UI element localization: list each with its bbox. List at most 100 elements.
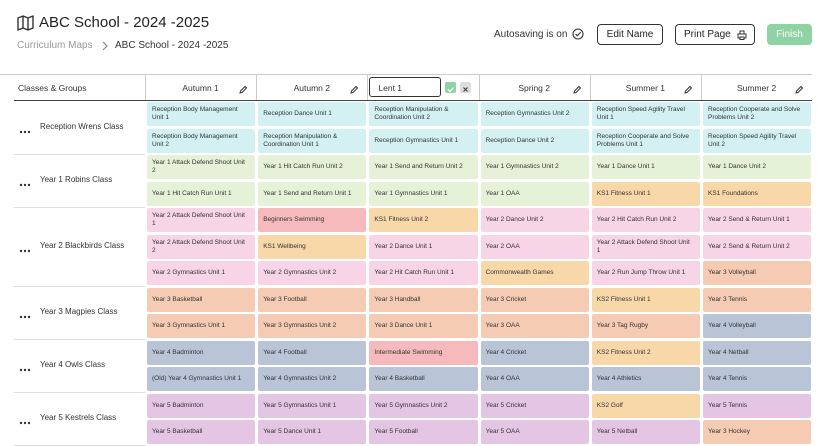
unit-cell[interactable]: Commonwealth Games: [480, 261, 589, 285]
edit-column-button[interactable]: [349, 82, 359, 94]
unit-cell[interactable]: Year 1 Gymnastics Unit 1: [369, 181, 478, 206]
unit-cell[interactable]: Year 2 Attack Defend Shoot Unit 2: [147, 234, 256, 259]
unit-cell[interactable]: Year 1 Attack Defend Shoot Unit 2: [147, 155, 256, 179]
unit-cell[interactable]: Year 5 Tennis: [703, 393, 812, 418]
unit-cell[interactable]: Reception Speed Agility Travel Unit 2: [703, 128, 812, 153]
unit-cell[interactable]: Reception Gymnastics Unit 2: [480, 102, 589, 126]
unit-cell[interactable]: KS1 Foundations: [703, 181, 812, 206]
unit-cell[interactable]: Year 1 Dance Unit 2: [703, 155, 812, 179]
unit-cell[interactable]: Year 4 Cricket: [480, 340, 589, 365]
unit-cell[interactable]: KS1 Wellbeing: [258, 234, 367, 259]
unit-cell[interactable]: Year 2 OAA: [480, 234, 589, 259]
unit-cell[interactable]: Year 3 Gymnastics Unit 2: [258, 314, 367, 338]
unit-cell[interactable]: Year 2 Run Jump Throw Unit 1: [591, 261, 700, 285]
unit-cell[interactable]: Year 5 Dance Unit 1: [258, 420, 367, 444]
class-menu-button[interactable]: [19, 176, 31, 186]
unit-cell[interactable]: Year 2 Attack Defend Shoot Unit 1: [591, 234, 700, 259]
unit-cell[interactable]: Year 5 Football: [369, 420, 478, 444]
unit-cell[interactable]: Year 4 Gymnastics Unit 2: [258, 367, 367, 391]
class-menu-button[interactable]: [19, 123, 31, 133]
unit-cell[interactable]: KS2 Golf: [591, 393, 700, 418]
column-name-input[interactable]: Lent 1: [369, 77, 442, 97]
unit-cell[interactable]: Year 2 Hit Catch Run Unit 2: [591, 208, 700, 232]
edit-column-button[interactable]: [238, 82, 248, 94]
unit-name: Year 3 Tag Rugby: [596, 322, 649, 329]
unit-cell[interactable]: Year 4 Tennis: [703, 367, 812, 391]
print-page-button[interactable]: Print Page: [675, 24, 755, 45]
class-menu-button[interactable]: [19, 308, 31, 319]
unit-cell[interactable]: Year 1 Send and Return Unit 1: [258, 181, 367, 206]
unit-name: Year 2 Gymnastics Unit 1: [152, 269, 226, 276]
cancel-button[interactable]: [460, 82, 472, 93]
unit-cell[interactable]: Intermediate Swimming: [369, 340, 478, 365]
unit-cell[interactable]: Year 1 Dance Unit 1: [591, 155, 700, 179]
class-menu-button[interactable]: [19, 242, 31, 252]
edit-column-button[interactable]: [794, 82, 804, 94]
unit-cell[interactable]: Year 4 Football: [258, 340, 367, 365]
unit-cell[interactable]: Year 2 Gymnastics Unit 1: [147, 261, 256, 285]
unit-cell[interactable]: Year 1 OAA: [480, 181, 589, 206]
unit-cell[interactable]: Year 4 Volleyball: [703, 314, 812, 338]
unit-cell[interactable]: KS2 Fitness Unit 1: [591, 287, 700, 312]
unit-cell[interactable]: Year 3 Gymnastics Unit 1: [147, 314, 256, 338]
unit-cell[interactable]: Year 3 Tennis: [703, 287, 812, 312]
unit-cell[interactable]: KS2 Fitness Unit 2: [591, 340, 700, 365]
unit-cell[interactable]: Reception Dance Unit 1: [258, 102, 367, 126]
column-divider: [701, 75, 702, 100]
unit-cell[interactable]: Year 3 Basketball: [147, 287, 256, 312]
unit-cell[interactable]: Reception Body Management Unit 2: [147, 128, 256, 153]
unit-cell[interactable]: Year 2 Dance Unit 2: [480, 208, 589, 232]
unit-cell[interactable]: Reception Manipulation & Coordination Un…: [258, 128, 367, 153]
unit-cell[interactable]: Year 5 OAA: [480, 420, 589, 444]
unit-cell[interactable]: Year 4 Athletics: [591, 367, 700, 391]
unit-cell[interactable]: Year 3 Handball: [369, 287, 478, 312]
unit-cell[interactable]: Year 1 Gymnastics Unit 2: [480, 155, 589, 179]
unit-cell[interactable]: Year 2 Attack Defend Shoot Unit 1: [147, 208, 256, 232]
finish-button[interactable]: Finish: [767, 24, 812, 45]
unit-cell[interactable]: KS1 Fitness Unit 1: [591, 181, 700, 206]
unit-cell[interactable]: Year 5 Netball: [591, 420, 700, 444]
unit-cell[interactable]: Year 2 Dance Unit 1: [369, 234, 478, 259]
unit-cell[interactable]: Year 2 Send & Return Unit 1: [703, 208, 812, 232]
unit-cell[interactable]: Reception Manipulation & Coordination Un…: [369, 102, 478, 126]
unit-cell[interactable]: Year 3 OAA: [480, 314, 589, 338]
unit-cell[interactable]: Year 5 Badminton: [147, 393, 256, 418]
unit-cell[interactable]: Year 2 Send & Return Unit 2: [703, 234, 812, 259]
edit-name-button[interactable]: Edit Name: [597, 24, 663, 45]
unit-cell[interactable]: Beginners Swimming: [258, 208, 367, 232]
class-menu-button[interactable]: [19, 414, 31, 425]
class-menu-button[interactable]: [19, 361, 31, 372]
unit-cell[interactable]: Year 5 Basketball: [147, 420, 256, 444]
unit-name: Reception Dance Unit 1: [263, 110, 332, 117]
unit-cell[interactable]: Year 3 Hockey: [703, 420, 812, 444]
unit-cell[interactable]: Reception Body Management Unit 1: [147, 102, 256, 126]
unit-cell[interactable]: Year 4 Netball: [703, 340, 812, 365]
unit-cell[interactable]: Year 5 Cricket: [480, 393, 589, 418]
unit-cell[interactable]: Year 1 Send and Return Unit 2: [369, 155, 478, 179]
unit-cell[interactable]: Year 3 Football: [258, 287, 367, 312]
unit-cell[interactable]: Reception Cooperate and Solve Problems U…: [591, 128, 700, 153]
unit-cell[interactable]: Reception Dance Unit 2: [480, 128, 589, 153]
unit-cell[interactable]: Year 3 Tag Rugby: [591, 314, 700, 338]
unit-cell[interactable]: (Old) Year 4 Gymnastics Unit 1: [147, 367, 256, 391]
unit-cell[interactable]: Year 2 Hit Catch Run Unit 1: [369, 261, 478, 285]
confirm-button[interactable]: [445, 82, 457, 93]
unit-cell[interactable]: Year 3 Cricket: [480, 287, 589, 312]
unit-cell[interactable]: Year 2 Gymnastics Unit 2: [258, 261, 367, 285]
edit-column-button[interactable]: [683, 82, 693, 94]
unit-cell[interactable]: Year 3 Dance Unit 1: [369, 314, 478, 338]
unit-cell[interactable]: Year 1 Hit Catch Run Unit 1: [147, 181, 256, 206]
unit-cell[interactable]: Year 4 OAA: [480, 367, 589, 391]
unit-cell[interactable]: Reception Gymnastics Unit 1: [369, 128, 478, 153]
unit-cell[interactable]: Reception Speed Agility Travel Unit 1: [591, 102, 700, 126]
unit-cell[interactable]: Year 3 Volleyball: [703, 261, 812, 285]
unit-cell[interactable]: Year 1 Hit Catch Run Unit 2: [258, 155, 367, 179]
unit-cell[interactable]: Year 5 Gymnastics Unit 1: [258, 393, 367, 418]
breadcrumb-link[interactable]: Curriculum Maps: [17, 40, 93, 51]
unit-cell[interactable]: Year 5 Gymnastics Unit 2: [369, 393, 478, 418]
unit-cell[interactable]: KS1 Fitness Unit 2: [369, 208, 478, 232]
unit-cell[interactable]: Reception Cooperate and Solve Problems U…: [703, 102, 812, 126]
unit-cell[interactable]: Year 4 Badminton: [147, 340, 256, 365]
unit-cell[interactable]: Year 4 Basketball: [369, 367, 478, 391]
edit-column-button[interactable]: [572, 82, 582, 94]
